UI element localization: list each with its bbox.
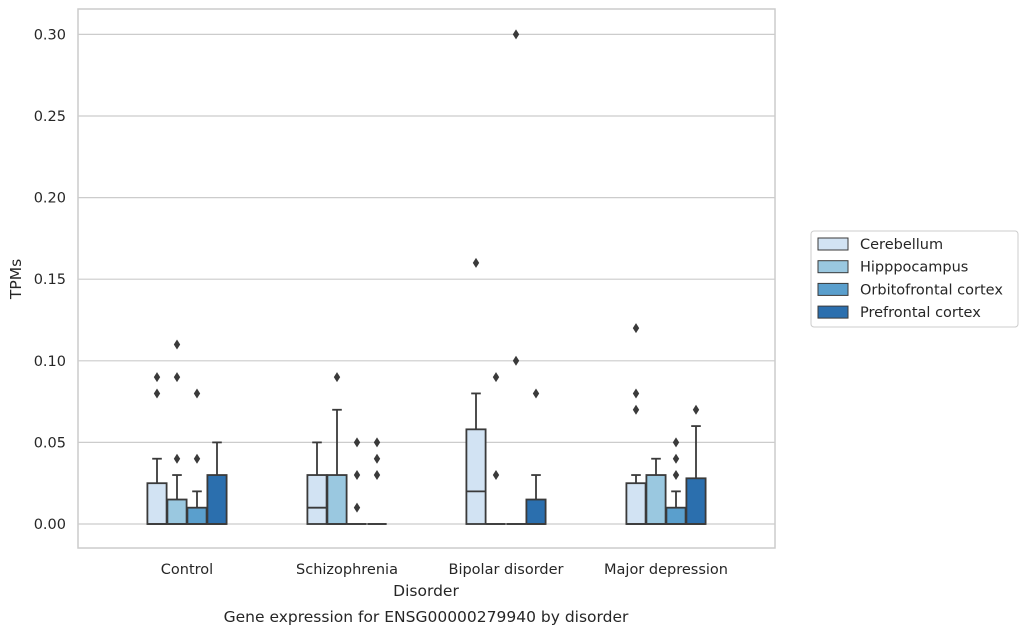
legend-label: Cerebellum xyxy=(860,237,943,253)
box-body xyxy=(645,474,667,525)
box-cerebellum xyxy=(465,257,487,525)
outlier-point xyxy=(193,388,201,399)
box-prefrontal-cortex xyxy=(525,388,547,525)
legend-swatch xyxy=(817,282,849,296)
box-body xyxy=(306,474,328,525)
box-cerebellum xyxy=(625,323,647,525)
legend-frame xyxy=(810,230,1019,328)
outlier-point xyxy=(173,372,181,383)
box-prefrontal-cortex xyxy=(206,441,228,525)
box-orbitofrontal-cortex xyxy=(347,437,367,525)
y-axis-title: TPMs xyxy=(7,259,25,300)
outlier-point xyxy=(692,404,700,415)
outlier-point xyxy=(632,404,640,415)
box-body xyxy=(326,474,348,525)
y-tick-label: 0.15 xyxy=(34,272,66,288)
y-tick-label: 0.00 xyxy=(34,517,66,533)
box-body xyxy=(665,506,687,525)
y-tick-label: 0.25 xyxy=(34,109,66,125)
box-body xyxy=(465,428,487,525)
outlier-point xyxy=(173,453,181,464)
outlier-point xyxy=(373,470,381,481)
y-tick-labels: 0.00 0.05 0.10 0.15 0.20 0.25 0.30 xyxy=(34,27,66,533)
outlier-point xyxy=(672,470,680,481)
y-tick-label: 0.05 xyxy=(34,435,66,451)
outlier-point xyxy=(153,388,161,399)
outlier-point xyxy=(193,453,201,464)
box-hipppocampus xyxy=(326,372,348,525)
outlier-point xyxy=(353,437,361,448)
outlier-point xyxy=(153,372,161,383)
plot-frame xyxy=(77,8,776,549)
outlier-point xyxy=(353,502,361,513)
box-orbitofrontal-cortex xyxy=(506,29,526,525)
outlier-point xyxy=(373,437,381,448)
legend-label: Prefrontal cortex xyxy=(860,305,981,321)
box-body xyxy=(206,474,228,525)
box-body xyxy=(685,477,707,525)
legend-swatch xyxy=(817,305,849,319)
x-tick-label: Schizophrenia xyxy=(296,562,398,578)
gridlines xyxy=(78,33,775,525)
box-prefrontal-cortex xyxy=(685,404,707,525)
box-hipppocampus xyxy=(645,457,667,525)
x-tick-label: Control xyxy=(161,562,213,578)
box-prefrontal-cortex xyxy=(367,437,387,525)
outlier-point xyxy=(333,372,341,383)
y-tick-label: 0.30 xyxy=(34,27,66,43)
outlier-point xyxy=(512,355,520,366)
box-body xyxy=(525,498,547,525)
box-body xyxy=(186,506,208,525)
outlier-point xyxy=(173,339,181,350)
outlier-point xyxy=(353,470,361,481)
legend-label: Orbitofrontal cortex xyxy=(860,282,1003,298)
box-orbitofrontal-cortex xyxy=(186,388,208,525)
outlier-point xyxy=(492,372,500,383)
boxes xyxy=(146,29,707,525)
box-hipppocampus xyxy=(166,339,188,525)
x-tick-label: Bipolar disorder xyxy=(449,562,564,578)
outlier-point xyxy=(672,437,680,448)
box-hipppocampus xyxy=(486,372,506,525)
chart-caption: Gene expression for ENSG00000279940 by d… xyxy=(224,608,629,626)
outlier-point xyxy=(632,388,640,399)
legend-swatch xyxy=(817,260,849,274)
plot-area xyxy=(78,9,775,548)
outlier-point xyxy=(472,257,480,268)
box-body xyxy=(625,482,647,525)
y-tick-label: 0.10 xyxy=(34,354,66,370)
outlier-point xyxy=(512,29,520,40)
box-body xyxy=(166,498,188,525)
legend-label: Hipppocampus xyxy=(860,260,968,276)
outlier-point xyxy=(373,453,381,464)
x-tick-labels: Control Schizophrenia Bipolar disorder Majo… xyxy=(161,562,728,578)
legend: Cerebellum Hipppocampus Orbitofrontal cort… xyxy=(810,230,1019,328)
outlier-point xyxy=(532,388,540,399)
x-axis-title: Disorder xyxy=(393,582,459,600)
box-body xyxy=(146,482,168,525)
legend-swatch xyxy=(817,237,849,251)
y-tick-label: 0.20 xyxy=(34,191,66,207)
outlier-point xyxy=(672,453,680,464)
outlier-point xyxy=(492,470,500,481)
x-tick-label: Major depression xyxy=(604,562,728,578)
outlier-point xyxy=(632,323,640,334)
